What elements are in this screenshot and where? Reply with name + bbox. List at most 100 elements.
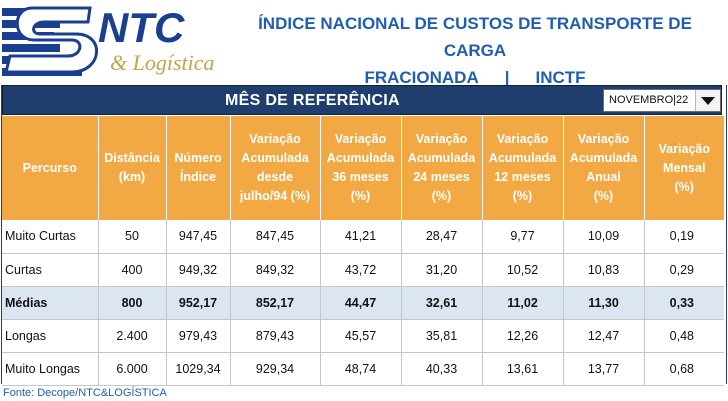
value-cell: 43,72: [320, 253, 402, 287]
value-cell: 879,43: [230, 319, 321, 353]
value-cell: 1029,34: [166, 352, 231, 386]
column-header-line: (%): [674, 179, 694, 194]
value-cell: 35,81: [401, 319, 483, 353]
column-header-line: Índice: [179, 170, 217, 184]
column-header-line: (%): [593, 189, 614, 203]
chevron-down-icon: [701, 97, 715, 105]
value-cell: 44,47: [320, 286, 402, 320]
column-header: Distância (km): [98, 116, 167, 220]
column-header-line: Acumulada: [326, 151, 395, 165]
column-header-line: Variação: [496, 132, 549, 146]
value-cell: 800: [98, 286, 167, 320]
title-separator: |: [504, 68, 510, 87]
table-row: Muito Longas 6.000 1029,34 929,34 48,74 40,33…: [2, 352, 724, 386]
column-header-line: Anual: [586, 170, 621, 184]
column-header: Variação Acumulada Anual (%): [563, 116, 645, 220]
inctf-table: Percurso Distância (km) Número Índice Variaçã…: [2, 116, 724, 386]
value-cell: 947,45: [166, 220, 231, 254]
value-cell: 13,77: [563, 352, 645, 386]
table-row: Longas 2.400 979,43 879,43 45,57 35,81 12,26 12…: [2, 319, 724, 353]
reference-month-label: MÊS DE REFERÊNCIA: [225, 92, 400, 109]
value-cell: 0,33: [644, 286, 724, 320]
value-cell: 6.000: [98, 352, 167, 386]
column-header-line: (%): [350, 189, 371, 203]
column-header-line: Mensal: [663, 160, 706, 175]
column-header-line: 12 meses: [494, 170, 551, 184]
value-cell: 32,61: [401, 286, 483, 320]
column-header-line: Variação: [334, 132, 387, 146]
month-select[interactable]: NOVEMBRO|22: [603, 89, 721, 112]
title-line-2: FRACIONADA | INCTF: [236, 64, 714, 91]
value-cell: 0,29: [644, 253, 724, 287]
route-cell: Muito Longas: [2, 352, 99, 386]
value-cell: 10,52: [482, 253, 564, 287]
value-cell: 11,02: [482, 286, 564, 320]
column-header: Variação Acumulada 24 meses (%): [401, 116, 483, 220]
column-header-line: Acumulada: [569, 151, 638, 165]
reference-month-bar: MÊS DE REFERÊNCIA NOVEMBRO|22: [2, 85, 722, 115]
value-cell: 0,19: [644, 220, 724, 254]
page-header: NTC & Logística ÍNDICE NACIONAL DE CUSTO…: [0, 0, 728, 87]
value-cell: 40,33: [401, 352, 483, 386]
logo-subtitle-text: & Logística: [110, 50, 215, 75]
column-header: Variação Mensal (%): [644, 116, 724, 220]
column-header: Variação Acumulada 36 meses (%): [320, 116, 402, 220]
column-header: Variação Acumulada 12 meses (%): [482, 116, 564, 220]
column-header: Percurso: [2, 116, 99, 220]
value-cell: 12,47: [563, 319, 645, 353]
column-header-line: desde: [256, 170, 294, 184]
table-header-row: Percurso Distância (km) Número Índice Variaçã…: [2, 116, 724, 220]
value-cell: 41,21: [320, 220, 402, 254]
column-header-line: Distância: [104, 151, 160, 165]
route-cell: Muito Curtas: [2, 220, 99, 254]
dropdown-button[interactable]: [695, 90, 720, 111]
value-cell: 0,48: [644, 319, 724, 353]
title-inctf: INCTF: [535, 68, 586, 87]
value-cell: 31,20: [401, 253, 483, 287]
month-select-value: NOVEMBRO|22: [609, 94, 689, 106]
column-header-line: Número: [174, 151, 222, 165]
value-cell: 929,34: [230, 352, 321, 386]
column-header-line: Variação: [415, 132, 468, 146]
table-row: Médias 800 952,17 852,17 44,47 32,61 11,02 11,3…: [2, 286, 724, 320]
value-cell: 10,83: [563, 253, 645, 287]
route-cell: Curtas: [2, 253, 99, 287]
value-cell: 12,26: [482, 319, 564, 353]
ntc-logo: NTC & Logística: [2, 4, 215, 76]
table-row: Curtas 400 949,32 849,32 43,72 31,20 10,52 10,8…: [2, 253, 724, 287]
value-cell: 28,47: [401, 220, 483, 254]
column-header-line: julho/94 (%): [239, 189, 311, 203]
column-header-line: 24 meses: [413, 170, 470, 184]
column-header-line: Acumulada: [488, 151, 557, 165]
value-cell: 849,32: [230, 253, 321, 287]
column-header-line: (%): [431, 189, 452, 203]
value-cell: 952,17: [166, 286, 231, 320]
value-cell: 852,17: [230, 286, 321, 320]
column-header-line: (km): [118, 170, 146, 184]
column-header: Número Índice: [166, 116, 231, 220]
title-fracionada: FRACIONADA: [364, 68, 479, 87]
value-cell: 11,30: [563, 286, 645, 320]
column-header-line: Percurso: [22, 160, 77, 175]
logo-brand-text: NTC: [98, 4, 185, 51]
value-cell: 48,74: [320, 352, 402, 386]
value-cell: 847,45: [230, 220, 321, 254]
value-cell: 0,68: [644, 352, 724, 386]
value-cell: 13,61: [482, 352, 564, 386]
column-header-line: 36 meses: [332, 170, 389, 184]
page-title: ÍNDICE NACIONAL DE CUSTOS DE TRANSPORTE …: [236, 10, 714, 91]
value-cell: 2.400: [98, 319, 167, 353]
value-cell: 9,77: [482, 220, 564, 254]
column-header-line: Variação: [249, 132, 301, 146]
route-cell: Médias: [2, 286, 99, 320]
column-header-line: Variação: [577, 132, 630, 146]
table-row: Muito Curtas 50 947,45 847,45 41,21 28,47 9,77…: [2, 220, 724, 254]
source-note: Fonte: Decope/NTC&LOGÍSTICA: [3, 387, 167, 399]
value-cell: 50: [98, 220, 167, 254]
title-line-1: ÍNDICE NACIONAL DE CUSTOS DE TRANSPORTE …: [258, 14, 692, 60]
route-cell: Longas: [2, 319, 99, 353]
value-cell: 400: [98, 253, 167, 287]
column-header-line: Variação: [658, 141, 710, 156]
column-header-line: (%): [512, 189, 533, 203]
value-cell: 949,32: [166, 253, 231, 287]
